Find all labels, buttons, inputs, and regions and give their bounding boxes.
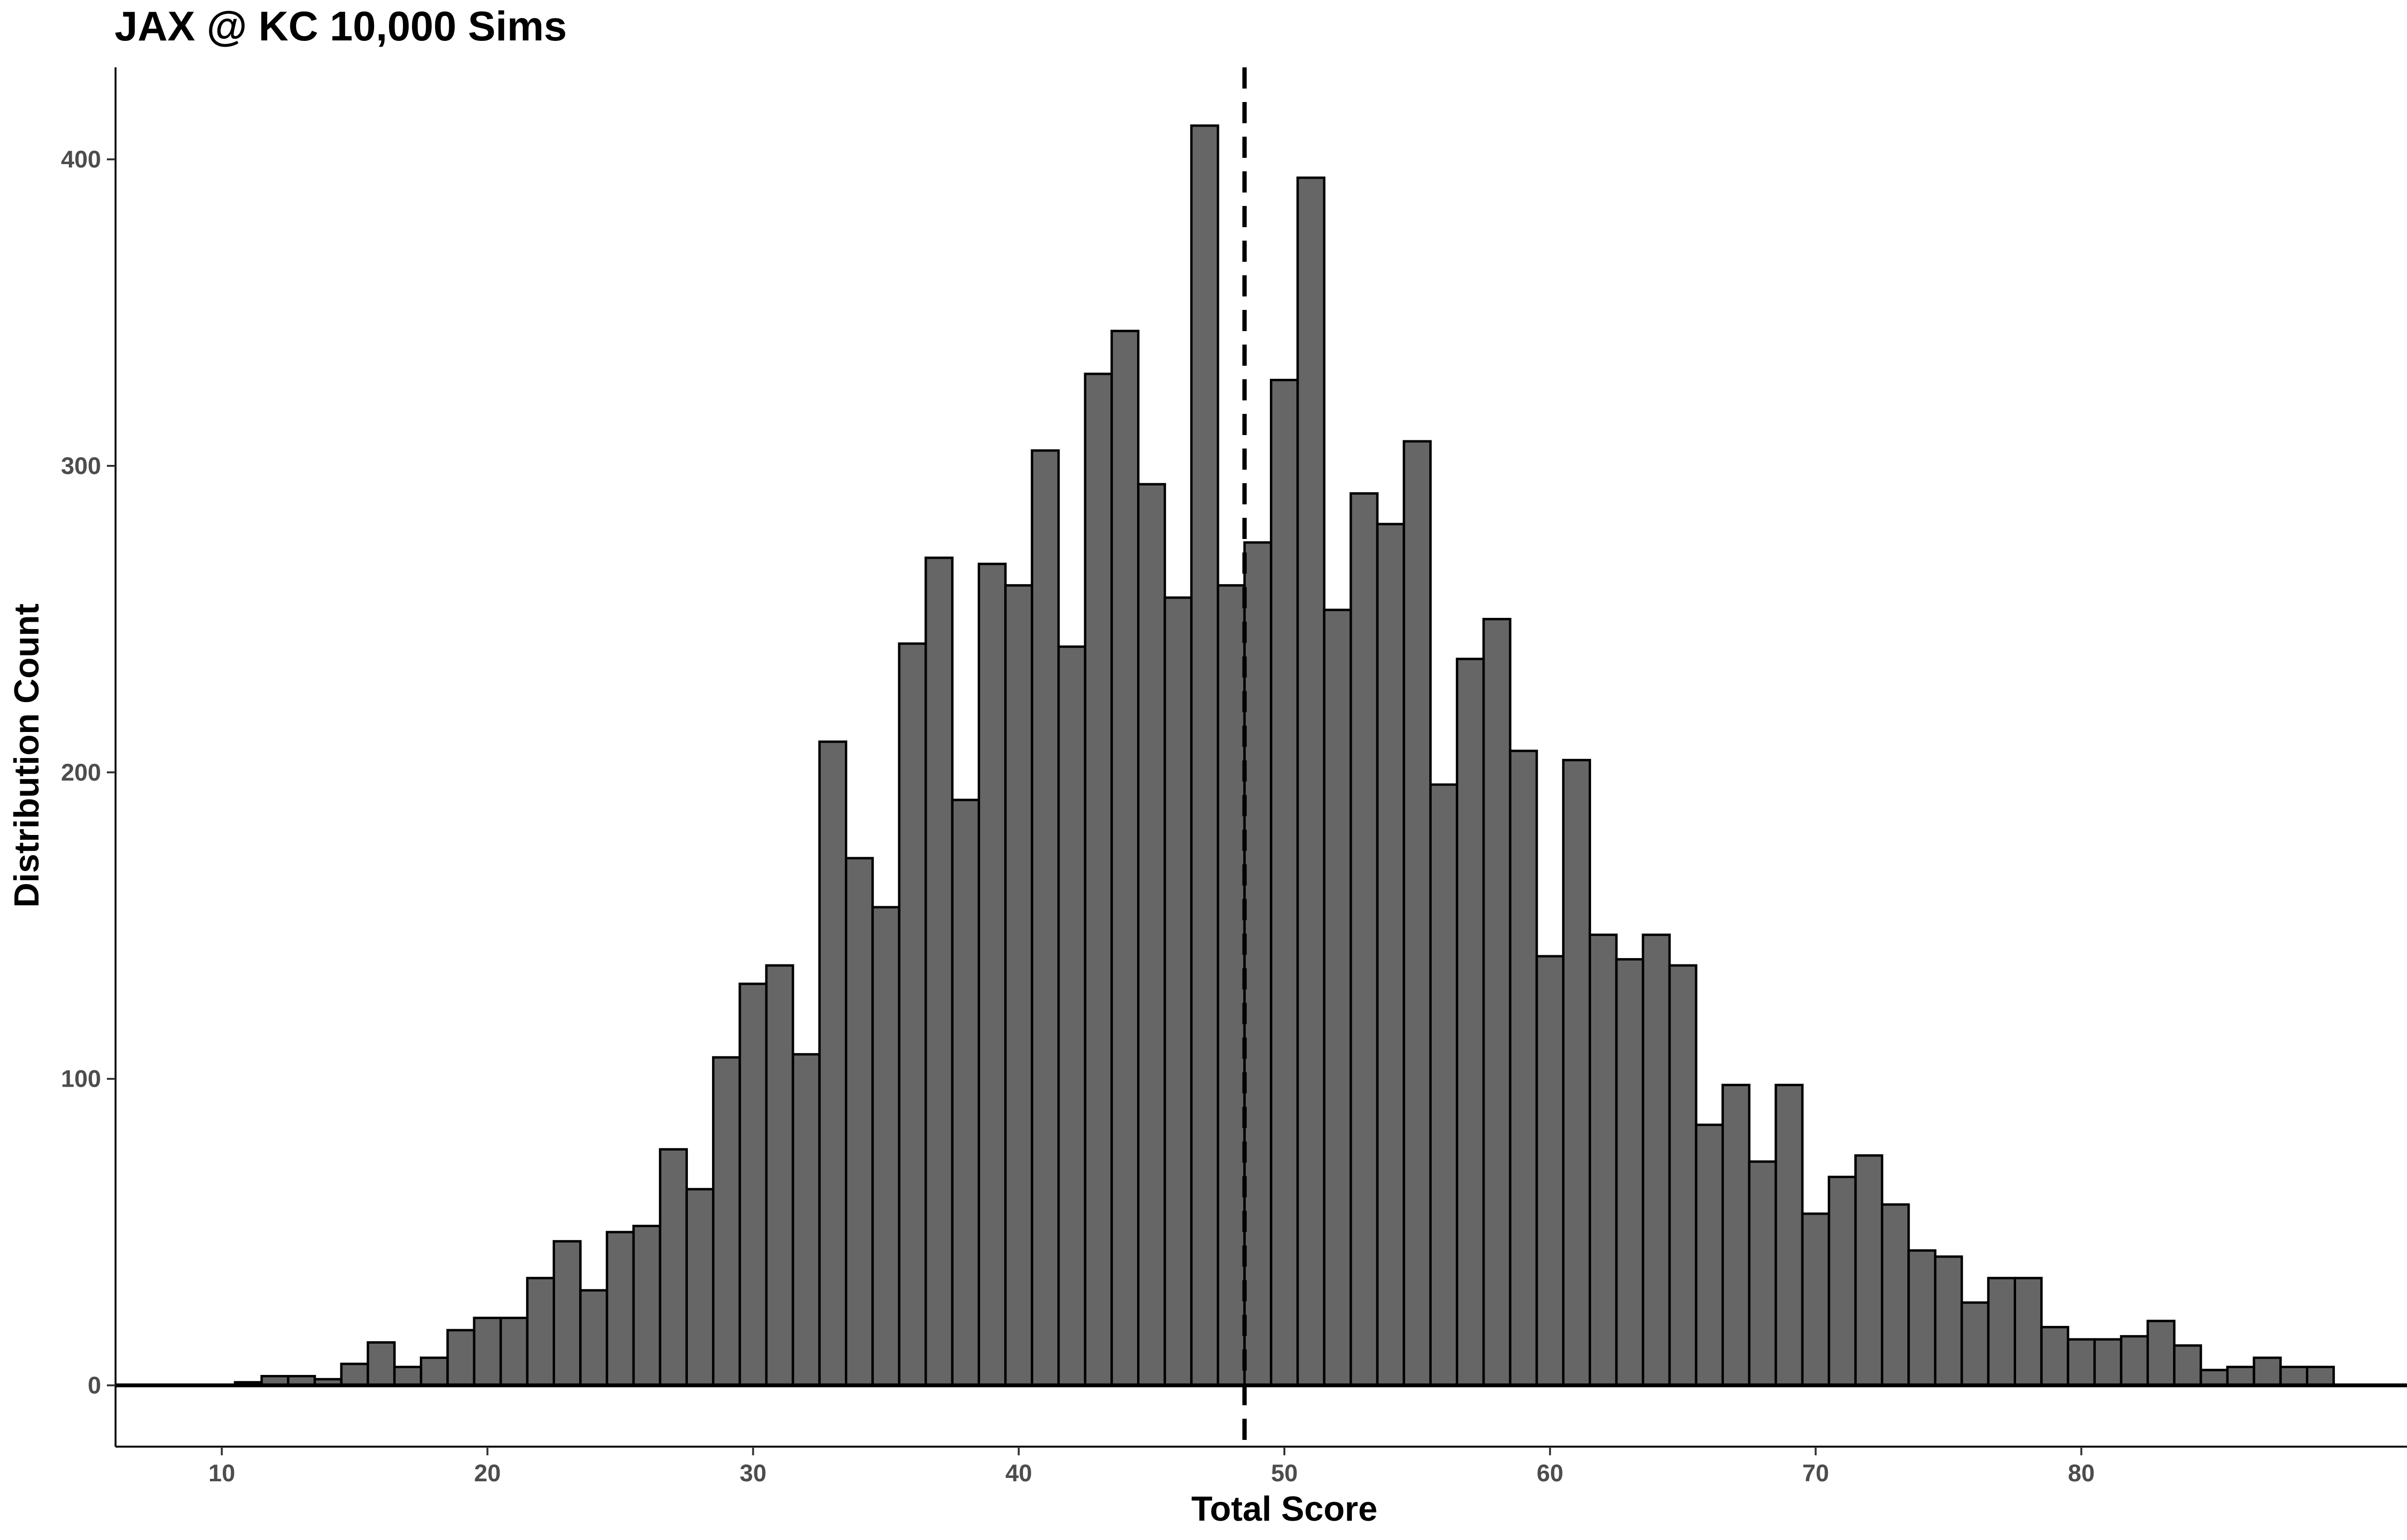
- bar-36: [898, 642, 927, 1387]
- x-tick-label-80: 80: [2068, 1460, 2095, 1487]
- bar-88: [2279, 1365, 2308, 1387]
- bar-66: [1695, 1123, 1724, 1387]
- bar-60: [1535, 955, 1565, 1387]
- y-tick-label-0: 0: [88, 1372, 101, 1399]
- bar-18: [420, 1356, 449, 1387]
- bar-83: [2146, 1320, 2176, 1387]
- bar-89: [2306, 1365, 2335, 1387]
- bar-31: [765, 964, 794, 1387]
- bar-40: [1004, 584, 1034, 1387]
- bar-48: [1216, 584, 1246, 1387]
- bar-79: [2040, 1326, 2070, 1387]
- bar-41: [1031, 449, 1060, 1387]
- bar-50: [1269, 379, 1299, 1387]
- bar-34: [845, 857, 874, 1387]
- bar-77: [1987, 1277, 2016, 1387]
- bar-78: [2014, 1277, 2043, 1387]
- bar-33: [818, 740, 847, 1387]
- bar-82: [2120, 1335, 2149, 1387]
- bar-45: [1137, 483, 1166, 1387]
- bar-53: [1349, 492, 1379, 1387]
- bar-55: [1402, 440, 1432, 1387]
- chart-title: JAX @ KC 10,000 Sims: [115, 3, 567, 50]
- bar-15: [340, 1362, 369, 1387]
- bar-43: [1084, 372, 1113, 1387]
- bar-26: [632, 1224, 661, 1387]
- bar-27: [659, 1148, 688, 1387]
- bar-22: [526, 1277, 555, 1387]
- bar-47: [1190, 124, 1219, 1387]
- bar-29: [712, 1056, 741, 1387]
- bar-49: [1243, 541, 1272, 1387]
- bar-25: [606, 1231, 635, 1387]
- bar-72: [1854, 1154, 1884, 1387]
- x-tick-label-10: 10: [208, 1460, 235, 1487]
- bar-56: [1429, 783, 1459, 1387]
- bar-30: [738, 982, 768, 1387]
- bar-44: [1110, 330, 1140, 1387]
- bar-81: [2093, 1338, 2122, 1387]
- bar-61: [1562, 758, 1592, 1387]
- bar-51: [1296, 176, 1326, 1387]
- x-tick-label-60: 60: [1537, 1460, 1564, 1487]
- bar-20: [473, 1317, 502, 1387]
- y-tick-label-100: 100: [61, 1065, 101, 1092]
- bar-37: [924, 556, 954, 1387]
- bar-19: [446, 1329, 476, 1387]
- bar-71: [1827, 1176, 1857, 1387]
- bar-84: [2173, 1344, 2202, 1387]
- x-tick-label-50: 50: [1271, 1460, 1298, 1487]
- bar-17: [393, 1365, 423, 1387]
- bar-68: [1748, 1160, 1777, 1387]
- bar-32: [791, 1053, 821, 1387]
- bar-70: [1801, 1212, 1830, 1387]
- bar-67: [1721, 1083, 1751, 1387]
- bars-layer: [233, 124, 2335, 1387]
- bar-16: [366, 1341, 396, 1387]
- bar-85: [2200, 1369, 2229, 1387]
- bar-38: [951, 798, 980, 1387]
- bar-23: [553, 1240, 582, 1387]
- x-tick-label-70: 70: [1802, 1460, 1829, 1487]
- bar-35: [871, 906, 901, 1387]
- bar-76: [1960, 1301, 1990, 1387]
- x-tick-label-40: 40: [1005, 1460, 1032, 1487]
- bar-39: [977, 563, 1007, 1387]
- bar-24: [579, 1289, 608, 1387]
- bar-59: [1509, 749, 1538, 1387]
- bar-21: [499, 1317, 529, 1387]
- bar-87: [2252, 1356, 2282, 1387]
- y-axis-title: Distribution Count: [8, 603, 46, 908]
- y-ticks: 0 100 200 300 400: [61, 146, 116, 1399]
- bar-73: [1881, 1203, 1910, 1387]
- bar-64: [1642, 933, 1671, 1387]
- x-ticks: 10 20 30 40 50 60 70 80: [208, 1447, 2095, 1487]
- bar-75: [1934, 1255, 1963, 1387]
- bar-80: [2067, 1338, 2096, 1387]
- bar-58: [1482, 617, 1512, 1387]
- bar-86: [2226, 1365, 2255, 1387]
- bar-46: [1164, 596, 1193, 1387]
- bar-74: [1907, 1249, 1937, 1387]
- x-axis-title: Total Score: [1191, 1490, 1378, 1528]
- bar-57: [1456, 657, 1485, 1387]
- bar-52: [1323, 608, 1352, 1387]
- bar-42: [1057, 645, 1087, 1387]
- x-tick-label-30: 30: [740, 1460, 767, 1487]
- bar-63: [1615, 958, 1644, 1387]
- bar-65: [1668, 964, 1697, 1387]
- y-tick-label-400: 400: [61, 146, 101, 173]
- bar-28: [685, 1188, 715, 1387]
- x-tick-label-20: 20: [474, 1460, 501, 1487]
- bar-54: [1376, 523, 1405, 1387]
- bar-69: [1774, 1083, 1804, 1387]
- bar-62: [1589, 933, 1618, 1387]
- y-tick-label-200: 200: [61, 759, 101, 786]
- y-tick-label-300: 300: [61, 452, 101, 479]
